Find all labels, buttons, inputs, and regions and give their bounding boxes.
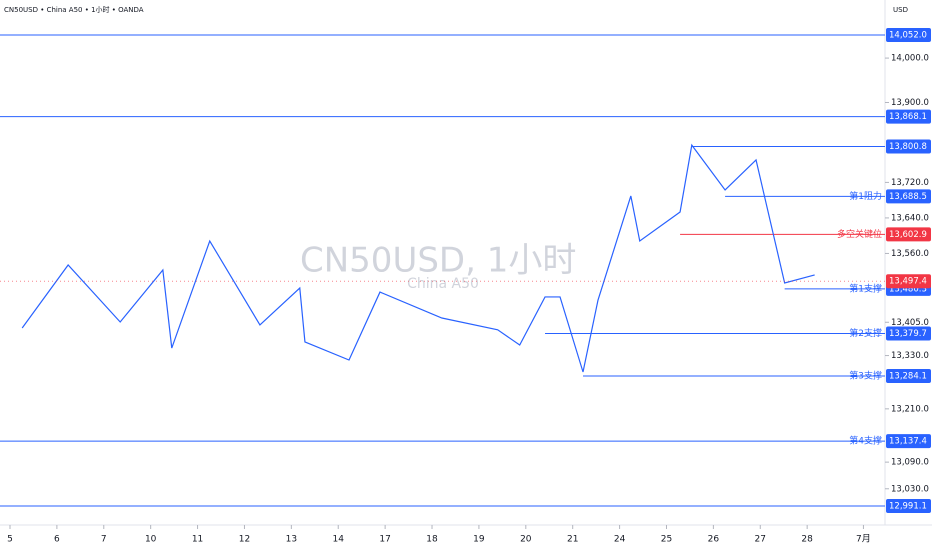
watermark-sub: China A50	[407, 276, 479, 292]
currency: USD	[893, 6, 908, 14]
y-tick-label: 13,720.0	[891, 178, 929, 188]
level-tag	[886, 27, 931, 42]
level-name: 第2支撑	[849, 327, 882, 339]
level-tag	[886, 326, 931, 341]
x-tick-label: 24	[614, 535, 626, 545]
x-tick-label: 12	[239, 535, 250, 545]
y-tick-label: 13,210.0	[891, 404, 929, 414]
level-tag-label: 13,137.4	[889, 437, 927, 447]
x-tick-label: 5	[7, 535, 13, 545]
x-tick-label: 7	[101, 535, 107, 545]
level-name: 第1支撑	[849, 282, 882, 294]
level-tag-label: 12,991.1	[889, 502, 927, 512]
x-tick-label: 11	[192, 535, 203, 545]
x-tick-label: 25	[661, 535, 672, 545]
x-tick-label: 28	[801, 535, 813, 545]
level-name: 第1阻力	[849, 190, 882, 202]
level-tag	[886, 227, 931, 242]
level-tag-label: 13,602.9	[889, 230, 927, 240]
y-tick-label: 13,900.0	[891, 98, 929, 108]
last-price-label: 13,497.4	[889, 277, 927, 287]
level-tag	[886, 139, 931, 154]
x-tick-label: 26	[708, 535, 720, 545]
x-tick-label: 17	[379, 535, 390, 545]
level-tag-label: 14,052.0	[889, 30, 927, 40]
y-tick-label: 13,330.0	[891, 351, 929, 361]
level-name: 多空关键位	[837, 228, 882, 240]
level-name: 第4支撑	[849, 435, 882, 447]
x-tick-label: 18	[426, 535, 438, 545]
y-tick-label: 13,560.0	[891, 249, 929, 259]
level-tag-label: 13,379.7	[889, 329, 927, 339]
zigzag-line	[21, 143, 815, 373]
x-tick-label: 7月	[856, 534, 871, 545]
level-tag	[886, 499, 931, 514]
y-tick-label: 14,000.0	[891, 54, 929, 64]
y-tick-label: 13,405.0	[891, 318, 929, 328]
y-tick-label: 13,030.0	[891, 484, 929, 494]
level-tag-label: 13,688.5	[889, 192, 927, 202]
x-tick-label: 6	[54, 535, 60, 545]
level-tag-label: 13,868.1	[889, 112, 927, 122]
symbol-header: CN50USD • China A50 • 1小时 • OANDA	[4, 5, 144, 14]
x-tick-label: 13	[286, 535, 297, 545]
x-tick-label: 20	[520, 535, 532, 545]
x-tick-label: 14	[333, 535, 345, 545]
level-tag	[886, 189, 931, 204]
last-price-tag	[886, 274, 931, 289]
y-tick-label: 13,640.0	[891, 213, 929, 223]
x-tick-label: 27	[755, 535, 766, 545]
level-tag-label: 13,284.1	[889, 371, 927, 381]
watermark: CN50USD, 1小时	[300, 241, 576, 281]
level-tag	[886, 434, 931, 449]
x-tick-label: 19	[473, 535, 485, 545]
level-name: 第3支撑	[849, 369, 882, 381]
x-tick-label: 21	[567, 535, 578, 545]
x-tick-label: 10	[145, 535, 157, 545]
level-tag-label: 13,480.3	[889, 284, 927, 294]
level-tag	[886, 109, 931, 124]
level-tag-label: 13,800.8	[889, 142, 927, 152]
level-tag	[886, 368, 931, 383]
y-tick-label: 13,090.0	[891, 458, 929, 468]
